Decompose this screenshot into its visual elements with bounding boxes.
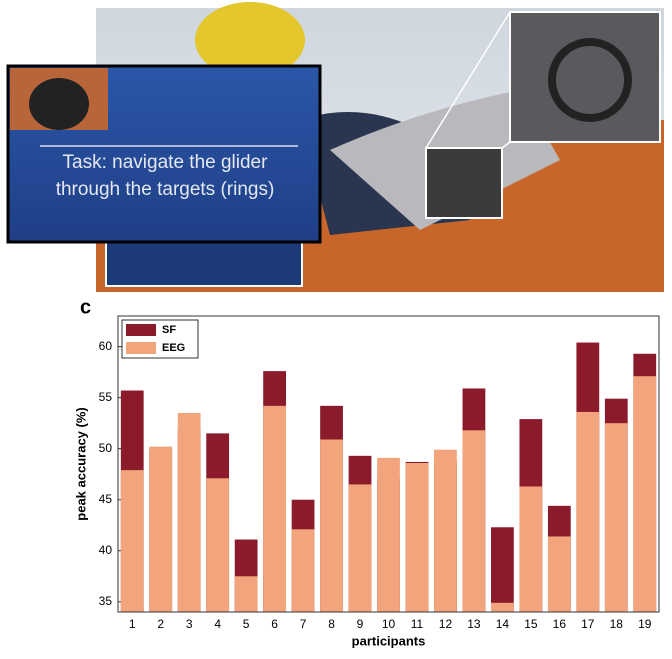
y-tick-label: 50 (99, 441, 113, 455)
bar (519, 486, 543, 612)
x-tick-label: 15 (524, 617, 538, 631)
screen (105, 237, 303, 287)
bar (177, 412, 201, 612)
x-tick-label: 19 (638, 617, 652, 631)
caption: through the targets (rings) (56, 179, 275, 200)
bar (462, 430, 486, 612)
cockpit-seat (29, 78, 89, 130)
bar (491, 602, 514, 612)
bar (491, 527, 514, 612)
y-tick-label: 55 (99, 390, 113, 404)
bar (206, 478, 230, 612)
plot-frame (117, 315, 660, 613)
bar (291, 529, 315, 612)
x-tick-label: 3 (186, 617, 193, 631)
x-tick-label: 7 (300, 617, 307, 631)
x-tick-label: 2 (157, 617, 164, 631)
legend-label: EEG (162, 342, 185, 354)
zoom-inset (509, 11, 661, 143)
bar (149, 446, 173, 612)
bar (320, 439, 343, 612)
x-tick-label: 1 (129, 617, 136, 631)
bar (576, 411, 600, 612)
x-tick-label: 5 (243, 617, 250, 631)
bar (263, 405, 286, 612)
bar (234, 576, 258, 612)
panel-label: c (80, 296, 91, 318)
bar (547, 536, 571, 612)
legend-swatch (126, 324, 156, 336)
x-axis-label: participants (352, 633, 426, 648)
helmet (195, 2, 305, 78)
zoom-line (425, 11, 511, 149)
x-tick-label: 12 (439, 617, 453, 631)
caption: Task: navigate the glider (63, 152, 269, 173)
y-tick-label: 60 (99, 339, 113, 353)
bar (377, 457, 400, 612)
bar (120, 470, 144, 612)
bar (434, 449, 457, 612)
x-tick-label: 14 (496, 617, 510, 631)
x-tick-label: 17 (581, 617, 595, 631)
legend-label: SF (162, 324, 176, 336)
legend-swatch (126, 342, 156, 354)
bar (604, 423, 628, 612)
bar (633, 376, 657, 612)
x-tick-label: 4 (214, 617, 221, 631)
photo: Task: navigate the glider through the ta… (6, 2, 664, 292)
x-tick-label: 8 (328, 617, 335, 631)
bar (405, 462, 429, 612)
x-tick-label: 6 (271, 617, 278, 631)
x-tick-label: 16 (553, 617, 567, 631)
y-tick-label: 35 (99, 594, 113, 608)
x-tick-label: 10 (382, 617, 396, 631)
y-tick-label: 45 (99, 492, 113, 506)
x-tick-label: 13 (467, 617, 481, 631)
x-tick-label: 18 (610, 617, 624, 631)
x-tick-label: 11 (411, 617, 424, 631)
y-tick-label: 40 (99, 543, 113, 557)
y-axis-label: peak accuracy (%) (73, 407, 88, 520)
zoom-line (501, 141, 511, 149)
bar (348, 484, 372, 612)
x-tick-label: 9 (357, 617, 364, 631)
zoom-box (425, 147, 503, 219)
joystick (548, 38, 632, 122)
